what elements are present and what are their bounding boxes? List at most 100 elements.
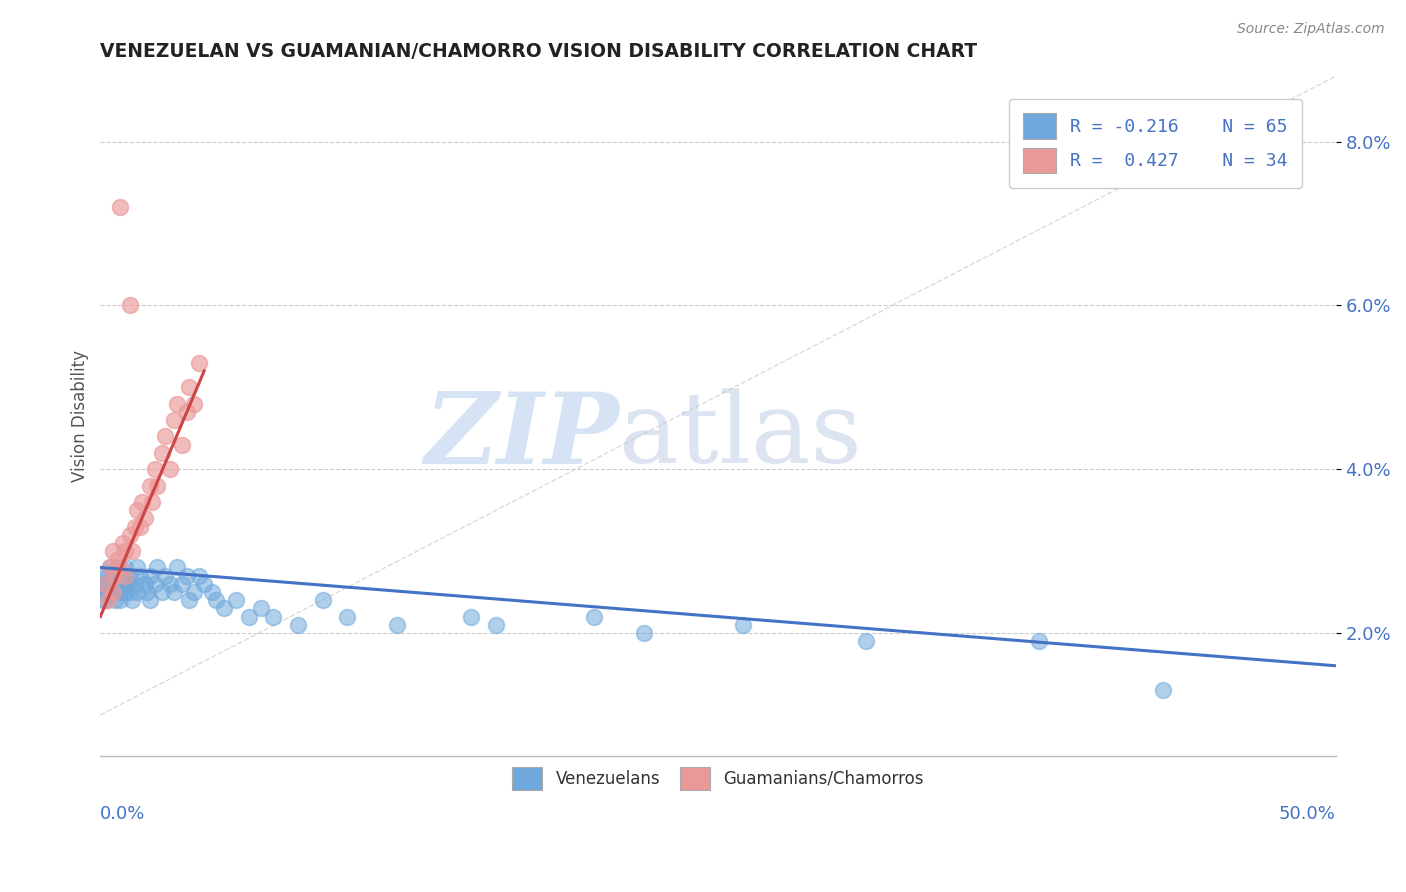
Point bbox=[262, 609, 284, 624]
Point bbox=[312, 593, 335, 607]
Point bbox=[139, 568, 162, 582]
Point bbox=[91, 577, 114, 591]
Point bbox=[104, 577, 127, 591]
Point bbox=[1028, 634, 1050, 648]
Point bbox=[98, 560, 121, 574]
Point bbox=[118, 527, 141, 541]
Point bbox=[127, 503, 149, 517]
Point bbox=[179, 380, 201, 394]
Point bbox=[212, 601, 235, 615]
Point bbox=[107, 560, 129, 574]
Point bbox=[108, 560, 131, 574]
Point bbox=[104, 593, 127, 607]
Point bbox=[176, 405, 198, 419]
Point bbox=[111, 568, 134, 582]
Point bbox=[134, 577, 156, 591]
Point bbox=[121, 544, 143, 558]
Point bbox=[188, 356, 211, 370]
Point bbox=[101, 568, 124, 582]
Point bbox=[166, 560, 188, 574]
Point bbox=[101, 544, 124, 558]
Point bbox=[163, 413, 186, 427]
Point bbox=[188, 568, 211, 582]
Point bbox=[117, 577, 139, 591]
Point bbox=[385, 617, 408, 632]
Point bbox=[153, 568, 176, 582]
Point bbox=[118, 298, 141, 312]
Text: 0.0%: 0.0% bbox=[100, 805, 146, 823]
Point bbox=[101, 585, 124, 599]
Point bbox=[146, 560, 169, 574]
Point bbox=[97, 593, 120, 607]
Point bbox=[114, 568, 136, 582]
Point bbox=[731, 617, 754, 632]
Point bbox=[179, 593, 201, 607]
Point bbox=[128, 568, 150, 582]
Point bbox=[94, 593, 117, 607]
Point bbox=[101, 585, 124, 599]
Point bbox=[159, 577, 181, 591]
Point bbox=[107, 577, 129, 591]
Point bbox=[1152, 683, 1174, 698]
Point bbox=[114, 585, 136, 599]
Point bbox=[250, 601, 273, 615]
Point bbox=[485, 617, 508, 632]
Point bbox=[94, 568, 117, 582]
Point bbox=[583, 609, 606, 624]
Point bbox=[336, 609, 359, 624]
Point bbox=[143, 462, 166, 476]
Point bbox=[134, 511, 156, 525]
Point bbox=[163, 585, 186, 599]
Point bbox=[98, 560, 121, 574]
Y-axis label: Vision Disability: Vision Disability bbox=[72, 350, 89, 482]
Point bbox=[139, 478, 162, 492]
Point bbox=[225, 593, 247, 607]
Point bbox=[114, 560, 136, 574]
Point bbox=[170, 438, 193, 452]
Point bbox=[183, 585, 205, 599]
Point bbox=[108, 585, 131, 599]
Point bbox=[127, 585, 149, 599]
Point bbox=[108, 593, 131, 607]
Point bbox=[153, 429, 176, 443]
Point bbox=[150, 585, 173, 599]
Point bbox=[460, 609, 482, 624]
Point bbox=[146, 478, 169, 492]
Point bbox=[108, 200, 131, 214]
Point bbox=[150, 446, 173, 460]
Text: Source: ZipAtlas.com: Source: ZipAtlas.com bbox=[1237, 22, 1385, 37]
Point bbox=[118, 568, 141, 582]
Point bbox=[124, 577, 146, 591]
Point bbox=[97, 585, 120, 599]
Point bbox=[118, 585, 141, 599]
Point bbox=[166, 397, 188, 411]
Point bbox=[121, 593, 143, 607]
Point bbox=[855, 634, 877, 648]
Point bbox=[136, 585, 159, 599]
Point bbox=[111, 577, 134, 591]
Point bbox=[176, 568, 198, 582]
Legend: Venezuelans, Guamanians/Chamorros: Venezuelans, Guamanians/Chamorros bbox=[503, 758, 932, 798]
Point bbox=[111, 536, 134, 550]
Point bbox=[287, 617, 309, 632]
Point bbox=[143, 577, 166, 591]
Point bbox=[114, 544, 136, 558]
Text: ZIP: ZIP bbox=[425, 388, 619, 484]
Point bbox=[141, 495, 163, 509]
Point bbox=[97, 568, 120, 582]
Point bbox=[200, 585, 222, 599]
Point bbox=[94, 577, 117, 591]
Point bbox=[131, 495, 153, 509]
Text: VENEZUELAN VS GUAMANIAN/CHAMORRO VISION DISABILITY CORRELATION CHART: VENEZUELAN VS GUAMANIAN/CHAMORRO VISION … bbox=[100, 42, 977, 61]
Point bbox=[159, 462, 181, 476]
Point bbox=[170, 577, 193, 591]
Point bbox=[124, 519, 146, 533]
Text: atlas: atlas bbox=[619, 389, 862, 484]
Point bbox=[193, 577, 215, 591]
Point bbox=[104, 568, 127, 582]
Point bbox=[128, 519, 150, 533]
Point bbox=[94, 577, 117, 591]
Point bbox=[183, 397, 205, 411]
Point bbox=[633, 626, 655, 640]
Point bbox=[91, 593, 114, 607]
